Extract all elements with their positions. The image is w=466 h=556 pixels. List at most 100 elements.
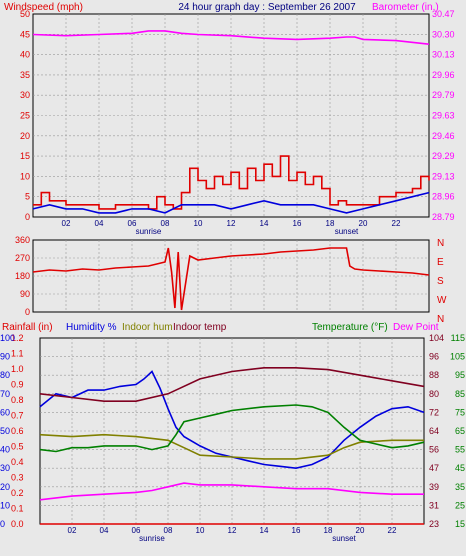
wind-average-series-line: [32, 191, 430, 214]
humidity-tick-label: 20: [0, 482, 10, 492]
rain-tick-label: 0.4: [11, 457, 24, 467]
wind-tick-label: 5: [25, 192, 30, 202]
wind-tick-label: 0: [25, 212, 30, 222]
barometer-axis-label: Barometer (in.): [372, 2, 439, 13]
indoor-temp-tick-label: 72: [429, 407, 439, 417]
x-tick-label: 16: [293, 219, 302, 228]
wind-tick-label: 10: [20, 171, 30, 181]
temperature-tick-label: 45: [455, 463, 465, 473]
humidity-tick-label: 100: [0, 333, 15, 343]
wind-tick-label: 40: [20, 50, 30, 60]
x-tick-label: 12: [227, 219, 236, 228]
humidity-tick-label: 80: [0, 370, 10, 380]
x-tick-label: 06: [128, 219, 137, 228]
barometer-tick-label: 30.30: [432, 29, 455, 39]
x-tick-label: 10: [194, 219, 203, 228]
indoor-temp-tick-label: 96: [429, 352, 439, 362]
x-tick-label: 02: [62, 219, 71, 228]
indoor-temp-tick-label: 31: [429, 500, 439, 510]
x-tick-label: 20: [356, 526, 365, 535]
legend-dew-point: Dew Point: [393, 322, 439, 333]
rain-tick-label: 0.3: [11, 473, 24, 483]
rain-tick-label: 0.6: [11, 426, 24, 436]
barometer-tick-label: 30.13: [432, 50, 455, 60]
legend-indoor-temp: Indoor temp: [173, 322, 227, 333]
chart-title: 24 hour graph day : September 26 2007: [178, 2, 356, 13]
x-tick-label: 14: [260, 219, 269, 228]
sunrise-marker: sunrise: [136, 227, 162, 236]
rain-tick-label: 0.1: [11, 504, 24, 514]
wind-gust-series-line: [33, 155, 430, 210]
wind-tick-label: 45: [20, 29, 30, 39]
rain-tick-label: 0.7: [11, 411, 24, 421]
wind-tick-label: 35: [20, 70, 30, 80]
x-tick-label: 18: [324, 526, 333, 535]
indoor-temp-tick-label: 47: [429, 463, 439, 473]
barometer-tick-label: 29.79: [432, 90, 455, 100]
indoor-hum-series-line: [39, 433, 424, 460]
wind-tick-label: 25: [20, 111, 30, 121]
x-tick-label: 02: [68, 526, 77, 535]
direction-tick-label: 180: [15, 271, 30, 281]
barometer-tick-label: 29.63: [432, 111, 455, 121]
x-tick-label: 12: [228, 526, 237, 535]
indoor-temp-tick-label: 56: [429, 445, 439, 455]
dew-point-series-line: [39, 482, 424, 501]
temperature-tick-label: 85: [455, 389, 465, 399]
sunset-marker: sunset: [335, 227, 359, 236]
barometer-series-line: [32, 30, 430, 45]
temperature-tick-label: 65: [455, 426, 465, 436]
barometer-tick-label: 29.46: [432, 131, 455, 141]
humidity-tick-label: 60: [0, 407, 10, 417]
windspeed-axis-label: Windspeed (mph): [4, 2, 83, 13]
x-tick-label: 08: [161, 219, 170, 228]
legend-temperature: Temperature (°F): [312, 322, 388, 333]
x-tick-label: 20: [359, 219, 368, 228]
humidity-tick-label: 90: [0, 352, 10, 362]
legend-humidity: Humidity %: [66, 322, 117, 333]
barometer-tick-label: 28.79: [432, 212, 455, 222]
wind-tick-label: 20: [20, 131, 30, 141]
compass-label: E: [437, 257, 444, 268]
rain-tick-label: 1.1: [11, 349, 24, 359]
temperature-series-line: [39, 404, 425, 453]
indoor-temp-series-line: [39, 366, 425, 403]
x-tick-label: 16: [292, 526, 301, 535]
direction-tick-label: 90: [20, 289, 30, 299]
wind-tick-label: 50: [20, 9, 30, 19]
temperature-tick-label: 55: [455, 445, 465, 455]
temperature-tick-label: 105: [450, 352, 465, 362]
barometer-tick-label: 28.96: [432, 192, 455, 202]
rain-tick-label: 0.2: [11, 488, 24, 498]
sunrise-marker: sunrise: [139, 534, 165, 543]
rain-tick-label: 1.2: [11, 333, 24, 343]
barometer-tick-label: 30.47: [432, 9, 455, 19]
rain-tick-label: 0.0: [11, 519, 24, 529]
temperature-tick-label: 35: [455, 482, 465, 492]
compass-label: N: [437, 238, 444, 249]
sunset-marker: sunset: [332, 534, 356, 543]
x-tick-label: 06: [132, 526, 141, 535]
barometer-tick-label: 29.29: [432, 151, 455, 161]
temperature-tick-label: 75: [455, 407, 465, 417]
wind-direction-series-line: [32, 247, 430, 311]
indoor-temp-tick-label: 23: [429, 519, 439, 529]
barometer-tick-label: 29.13: [432, 171, 455, 181]
x-tick-label: 04: [100, 526, 109, 535]
legend-rainfall: Rainfall (in): [2, 322, 53, 333]
humidity-tick-label: 50: [0, 426, 10, 436]
indoor-temp-tick-label: 104: [429, 333, 444, 343]
rain-tick-label: 0.9: [11, 380, 24, 390]
humidity-tick-label: 0: [0, 519, 5, 529]
wind-tick-label: 15: [20, 151, 30, 161]
wind-tick-label: 30: [20, 90, 30, 100]
rain-tick-label: 0.8: [11, 395, 24, 405]
temperature-tick-label: 15: [455, 519, 465, 529]
indoor-temp-tick-label: 64: [429, 426, 439, 436]
temperature-tick-label: 95: [455, 370, 465, 380]
compass-label: W: [437, 295, 447, 306]
temperature-tick-label: 25: [455, 500, 465, 510]
direction-tick-label: 270: [15, 253, 30, 263]
